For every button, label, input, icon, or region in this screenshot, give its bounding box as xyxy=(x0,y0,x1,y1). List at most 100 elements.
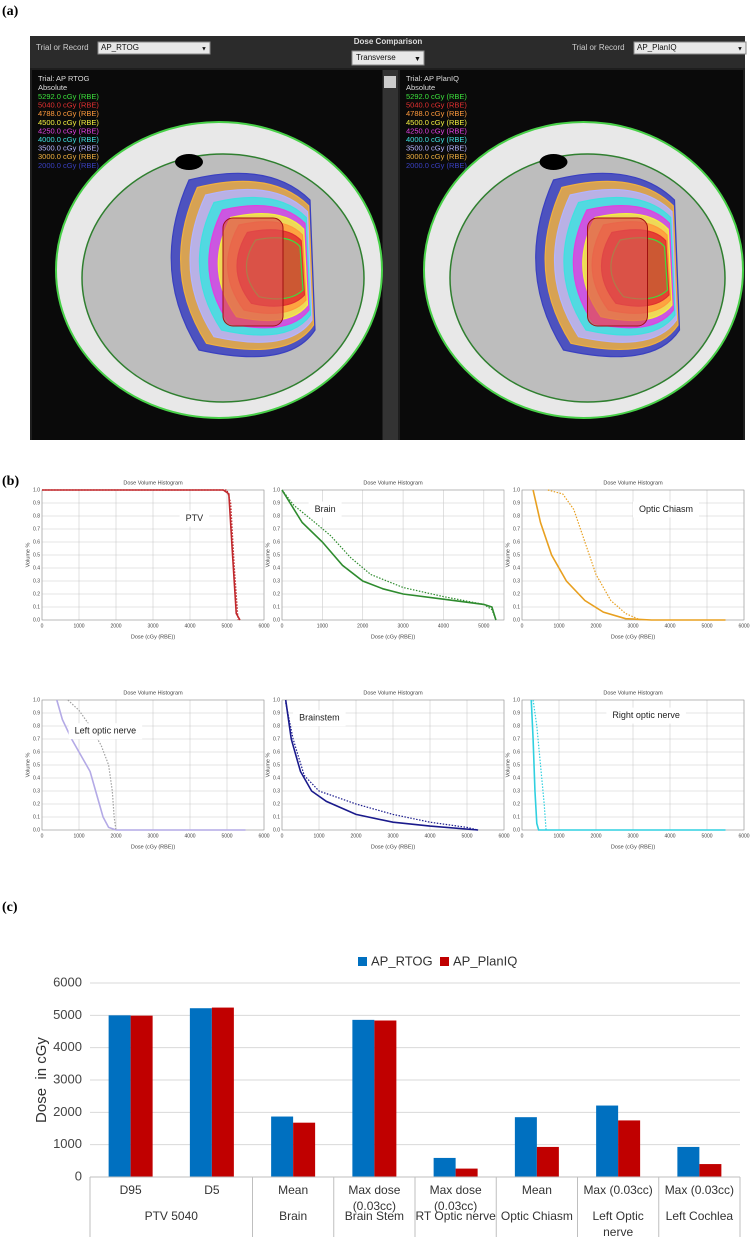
y-tick-label: 0.7 xyxy=(273,736,280,742)
x-tick-label: 0 xyxy=(521,623,524,629)
dvh-curve xyxy=(530,699,726,831)
isodose-label: 4000.0 cGy (RBE) xyxy=(38,135,99,144)
x-tick-label: 0 xyxy=(41,833,44,839)
plot-frame xyxy=(521,489,745,621)
x-tick-label: 1000 xyxy=(553,623,564,629)
y-tick-label: 0.3 xyxy=(273,578,280,584)
x-tick-label: 3000 xyxy=(147,833,158,839)
annotation: Right optic nerve xyxy=(612,710,680,720)
x-tick-label: 4000 xyxy=(184,833,195,839)
annotation-box xyxy=(308,501,342,518)
isodose-label: 4500.0 cGy (RBE) xyxy=(38,118,99,127)
y-tick-label: 1.0 xyxy=(513,697,520,703)
isodose-label: 3000.0 cGy (RBE) xyxy=(38,152,99,161)
scroll-button xyxy=(384,76,396,88)
trial-dropdown[interactable] xyxy=(633,41,747,55)
y-tick-label: 0.4 xyxy=(273,565,280,571)
chart-title: Dose Volume Histogram xyxy=(123,480,183,486)
group-label: Left Optic nerve xyxy=(592,1209,644,1239)
dropdown-arrow: ▼ xyxy=(414,56,421,63)
bar xyxy=(514,1117,537,1177)
isodose-label: 4000.0 cGy (RBE) xyxy=(406,135,467,144)
x-tick-label: 5000 xyxy=(221,623,232,629)
x-tick-label: 4000 xyxy=(184,623,195,629)
bar xyxy=(677,1146,700,1177)
x-tick-label: 6000 xyxy=(258,623,269,629)
y-tick-label: 0.0 xyxy=(33,617,40,623)
target xyxy=(222,217,284,327)
isodose-label: 5292.0 cGy (RBE) xyxy=(406,92,467,101)
y-tick-label: 5000 xyxy=(53,1007,82,1022)
trial-value: AP_RTOG xyxy=(101,43,139,52)
annotation: Left optic nerve xyxy=(75,726,137,736)
y-tick-label: 0.6 xyxy=(273,749,280,755)
legend-mode: Absolute xyxy=(406,83,435,92)
chart-title: Dose Volume Histogram xyxy=(363,690,423,696)
x-axis-title: Dose (cGy (RBE)) xyxy=(131,844,175,850)
y-tick-label: 0.4 xyxy=(33,775,40,781)
bar xyxy=(618,1120,641,1177)
group-label: Left Cochlea xyxy=(665,1209,734,1223)
group-label: Brain xyxy=(279,1209,308,1223)
bar xyxy=(211,1007,234,1177)
y-tick-label: 0.2 xyxy=(273,801,280,807)
bar xyxy=(536,1146,559,1177)
x-tick-label: Max (0.03cc) xyxy=(664,1183,735,1197)
annotation: Brainstem xyxy=(299,713,340,723)
x-tick-label: D5 xyxy=(204,1183,220,1197)
dvh-curve xyxy=(284,699,479,831)
dvh-curve xyxy=(532,489,726,621)
y-tick-label: 0.6 xyxy=(33,749,40,755)
x-axis-title: Dose (cGy (RBE)) xyxy=(371,634,415,640)
isodose-label: 2000.0 cGy (RBE) xyxy=(406,161,467,170)
panel-label: (c) xyxy=(2,900,18,915)
y-tick-label: 0.8 xyxy=(273,723,280,729)
dvh-curve xyxy=(281,489,497,621)
x-tick-label: 6000 xyxy=(498,833,509,839)
annotation: PTV xyxy=(186,513,204,523)
x-tick-label: 0 xyxy=(521,833,524,839)
legend-title: Trial: AP RTOG xyxy=(38,74,90,83)
legend-mode: Absolute xyxy=(38,83,67,92)
x-tick-label: 4000 xyxy=(438,623,449,629)
x-tick-label: D95 xyxy=(119,1183,142,1197)
y-tick-label: 0.5 xyxy=(513,762,520,768)
y-axis-title: Volume % xyxy=(25,753,31,778)
y-tick-label: 0.1 xyxy=(273,814,280,820)
bar xyxy=(596,1105,619,1177)
air-cavity xyxy=(175,154,203,170)
chart-title: Dose Volume Histogram xyxy=(603,690,663,696)
annotation-box xyxy=(293,710,346,727)
x-tick-label: Max (0.03cc) xyxy=(583,1183,653,1197)
y-tick-label: 0.4 xyxy=(33,565,40,571)
x-tick-label: 1000 xyxy=(73,623,84,629)
chart-title: Dose Volume Histogram xyxy=(603,480,663,486)
y-tick-label: 0.1 xyxy=(33,604,40,610)
dropdown-arrow: ▼ xyxy=(737,47,743,53)
y-tick-label: 0.0 xyxy=(273,617,280,623)
x-tick-label: 4000 xyxy=(664,833,675,839)
y-tick-label: 0.6 xyxy=(513,539,520,545)
x-tick-label: Mean xyxy=(278,1183,309,1197)
x-axis-title: Dose (cGy (RBE)) xyxy=(611,634,655,640)
y-tick-label: 0.5 xyxy=(273,762,280,768)
x-tick-label: 1000 xyxy=(317,623,328,629)
x-tick-label: 3000 xyxy=(627,833,638,839)
y-tick-label: 0.2 xyxy=(513,591,520,597)
y-axis-title: Dose in cGy xyxy=(33,1037,50,1123)
y-tick-label: 0.6 xyxy=(513,749,520,755)
y-axis-title: Volume % xyxy=(265,543,271,568)
bar xyxy=(130,1015,153,1177)
y-tick-label: 0.8 xyxy=(513,513,520,519)
y-tick-label: 0.8 xyxy=(33,723,40,729)
y-tick-label: 0.3 xyxy=(33,788,40,794)
y-tick-label: 0.2 xyxy=(33,591,40,597)
y-tick-label: 0.1 xyxy=(513,604,520,610)
scrollbar xyxy=(383,70,398,440)
x-tick-label: 3000 xyxy=(387,833,398,839)
panel-label: (b) xyxy=(2,474,19,489)
y-tick-label: 0 xyxy=(75,1168,82,1183)
legend-swatch xyxy=(440,957,449,966)
trial-dropdown[interactable] xyxy=(97,41,211,55)
